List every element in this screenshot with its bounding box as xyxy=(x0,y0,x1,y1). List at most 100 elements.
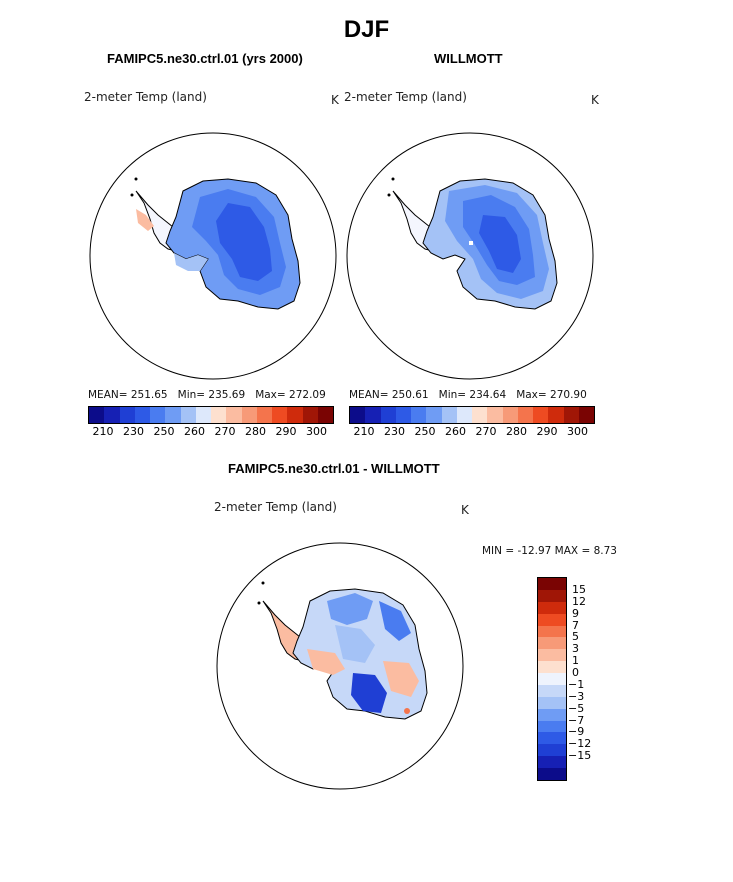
colorbar-tick-label: 300 xyxy=(306,425,327,438)
diff-colorbar-tick-label: 5 xyxy=(572,630,579,644)
obs-min-label: Min= xyxy=(438,389,467,401)
diff-panel-title: FAMIPC5.ne30.ctrl.01 - WILLMOTT xyxy=(228,461,440,476)
obs-colorbar xyxy=(349,406,595,424)
colorbar-swatch xyxy=(256,407,272,423)
colorbar-swatch xyxy=(538,625,566,638)
colorbar-swatch xyxy=(538,661,566,673)
diff-warm-patch-2 xyxy=(383,661,419,697)
diff-polar-map xyxy=(216,542,464,790)
diff-cold-patch xyxy=(351,673,387,713)
colorbar-swatch xyxy=(538,684,566,697)
diff-colorbar-tick-label: −5 xyxy=(568,701,585,715)
colorbar-tick-label: 250 xyxy=(153,425,175,438)
diff-blue-patch-2 xyxy=(379,601,411,641)
obs-mean-value: 250.61 xyxy=(391,389,429,401)
colorbar-tick-label: 290 xyxy=(275,425,297,438)
colorbar-swatch xyxy=(426,407,442,423)
diff-colorbar-tick-label: 3 xyxy=(572,642,579,656)
colorbar-swatch xyxy=(538,649,566,662)
colorbar-swatch xyxy=(380,407,396,423)
diff-warm-patch-1 xyxy=(307,649,345,675)
colorbar-tick-label: 210 xyxy=(353,425,375,438)
colorbar-tick-label: 260 xyxy=(445,425,466,438)
diff-colorbar-ticks: 15 12 9 7 5 3 1 0 −1 −3 −5 −7 −9 −12 −15 xyxy=(568,577,628,781)
colorbar-swatch xyxy=(302,407,318,423)
colorbar-tick-label: 260 xyxy=(184,425,205,438)
diff-units-label: K xyxy=(461,503,469,517)
colorbar-swatch xyxy=(350,407,366,423)
diff-colorbar-tick-label: 7 xyxy=(572,618,579,632)
colorbar-swatch xyxy=(487,407,503,423)
diff-colorbar-tick-label: 12 xyxy=(572,594,586,608)
diff-mid-patch xyxy=(335,625,375,663)
model-cold-core xyxy=(216,203,272,281)
colorbar-swatch xyxy=(538,637,566,650)
colorbar-swatch xyxy=(272,407,288,423)
colorbar-swatch xyxy=(538,720,566,733)
obs-units-label: K xyxy=(591,93,599,107)
diff-colorbar-tick-label: −1 xyxy=(568,677,585,691)
colorbar-swatch xyxy=(89,407,105,423)
diff-variable-label: 2-meter Temp (land) xyxy=(214,500,337,514)
colorbar-swatch xyxy=(456,407,472,423)
obs-island-2 xyxy=(387,193,391,197)
diff-colorbar-tick-label: 0 xyxy=(572,666,579,680)
obs-mean-label: MEAN= xyxy=(349,389,389,401)
colorbar-swatch xyxy=(241,407,257,423)
model-peninsula-warm xyxy=(136,209,154,231)
diff-colorbar-tick-label: −7 xyxy=(568,713,585,727)
colorbar-swatch xyxy=(538,756,566,768)
colorbar-tick-label: 230 xyxy=(384,425,405,438)
diff-island xyxy=(261,581,265,585)
obs-min-value: 234.64 xyxy=(469,389,507,401)
model-island-2 xyxy=(130,193,134,197)
colorbar-swatch xyxy=(538,613,566,626)
colorbar-tick-label: 290 xyxy=(536,425,558,438)
colorbar-swatch xyxy=(195,407,211,423)
colorbar-tick-label: 270 xyxy=(475,425,497,438)
colorbar-swatch xyxy=(538,768,566,780)
colorbar-swatch xyxy=(538,578,566,590)
colorbar-swatch xyxy=(150,407,166,423)
obs-island xyxy=(391,177,395,181)
model-max-label: Max= xyxy=(255,389,286,401)
colorbar-swatch xyxy=(538,708,566,721)
diff-colorbar-tick-label: −12 xyxy=(568,737,592,751)
model-min-label: Min= xyxy=(177,389,206,401)
colorbar-swatch xyxy=(548,407,564,423)
diff-colorbar-tick-label: −15 xyxy=(568,749,592,763)
colorbar-swatch xyxy=(538,732,566,745)
model-colorbar xyxy=(88,406,334,424)
colorbar-tick-label: 280 xyxy=(245,425,266,438)
model-mean-label: MEAN= xyxy=(88,389,128,401)
model-min-value: 235.69 xyxy=(208,389,246,401)
colorbar-swatch xyxy=(538,673,566,685)
colorbar-swatch xyxy=(578,407,594,423)
colorbar-swatch xyxy=(538,744,566,757)
colorbar-swatch xyxy=(538,589,566,602)
diff-colorbar xyxy=(537,577,567,781)
colorbar-tick-label: 280 xyxy=(506,425,527,438)
colorbar-swatch xyxy=(563,407,579,423)
diff-minmax: MIN = -12.97 MAX = 8.73 xyxy=(482,545,617,557)
obs-polar-map xyxy=(346,132,594,380)
obs-cold-core xyxy=(479,215,521,273)
colorbar-swatch xyxy=(165,407,181,423)
diff-island-2 xyxy=(257,601,261,605)
colorbar-swatch xyxy=(226,407,242,423)
obs-max-label: Max= xyxy=(516,389,547,401)
colorbar-swatch xyxy=(411,407,427,423)
colorbar-swatch xyxy=(502,407,518,423)
obs-white-pixel xyxy=(469,241,473,245)
model-polar-map xyxy=(89,132,337,380)
model-max-value: 272.09 xyxy=(289,389,326,401)
model-units-label: K xyxy=(331,93,339,107)
page-title: DJF xyxy=(343,16,390,43)
obs-panel-title: WILLMOTT xyxy=(434,51,503,66)
model-coast-pale xyxy=(174,253,208,271)
colorbar-swatch xyxy=(538,696,566,709)
colorbar-tick-label: 270 xyxy=(214,425,236,438)
diff-colorbar-tick-label: 1 xyxy=(572,654,579,668)
colorbar-swatch xyxy=(365,407,381,423)
colorbar-tick-label: 210 xyxy=(92,425,114,438)
